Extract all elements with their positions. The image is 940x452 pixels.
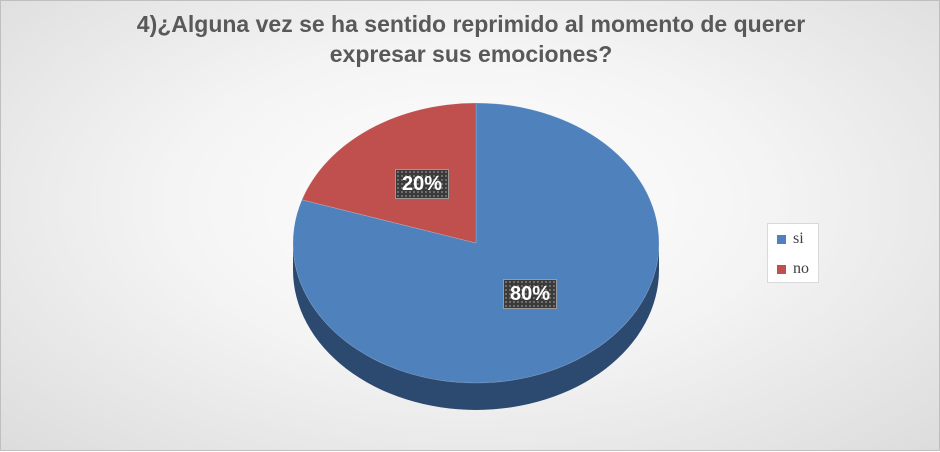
legend-item-no: no <box>777 260 809 278</box>
legend-swatch-si <box>777 235 786 244</box>
legend-swatch-no <box>777 265 786 274</box>
data-label-si: 80% <box>503 279 557 309</box>
legend-item-si: si <box>777 230 804 248</box>
legend-label-no: no <box>793 260 809 278</box>
legend: si no <box>767 223 819 283</box>
data-label-no: 20% <box>395 169 449 199</box>
legend-label-si: si <box>793 230 804 248</box>
